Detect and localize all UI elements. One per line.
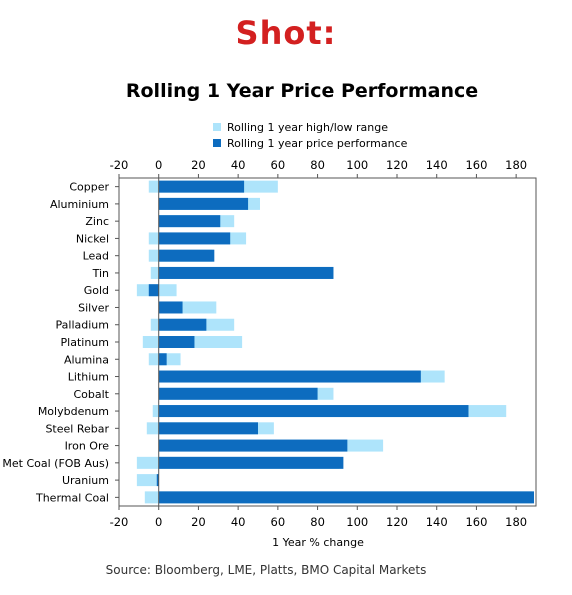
performance-bar-gold [148, 284, 159, 297]
category-label-cobalt: Cobalt [73, 388, 109, 401]
category-label-thermal-coal: Thermal Coal [35, 491, 109, 504]
category-label-aluminium: Aluminium [50, 198, 109, 211]
performance-bar-iron-ore [158, 439, 348, 452]
performance-bar-cobalt [158, 387, 318, 400]
category-label-palladium: Palladium [56, 319, 109, 332]
category-label-iron-ore: Iron Ore [65, 440, 110, 453]
performance-bar-thermal-coal [158, 491, 535, 504]
performance-bar-steel-rebar [158, 422, 258, 435]
legend-label-range: Rolling 1 year high/low range [227, 120, 388, 134]
performance-bar-molybdenum [158, 405, 469, 418]
category-label-tin: Tin [92, 267, 109, 280]
category-label-platinum: Platinum [61, 336, 109, 349]
performance-bar-palladium [158, 318, 207, 331]
x-tick-label-top-4: 60 [271, 158, 286, 172]
range-bar-uranium [136, 474, 157, 487]
performance-bar-alumina [158, 353, 167, 366]
category-label-gold: Gold [84, 284, 109, 297]
legend-swatch-range [213, 123, 221, 131]
x-tick-label-bottom-8: 140 [426, 515, 448, 529]
category-label-alumina: Alumina [64, 353, 109, 366]
category-label-zinc: Zinc [85, 215, 109, 228]
x-tick-label-bottom-2: 20 [191, 515, 206, 529]
x-tick-label-bottom-10: 180 [505, 515, 527, 529]
category-label-lead: Lead [83, 250, 109, 263]
performance-bar-met-coal-fob-aus [158, 456, 344, 469]
category-label-molybdenum: Molybdenum [38, 405, 109, 418]
performance-bar-zinc [158, 215, 221, 228]
legend: Rolling 1 year high/low range Rolling 1 … [213, 119, 407, 151]
x-tick-label-top-1: 0 [155, 158, 162, 172]
x-tick-label-bottom-7: 120 [386, 515, 408, 529]
x-tick-label-bottom-9: 160 [465, 515, 487, 529]
performance-bar-uranium [156, 474, 159, 487]
category-label-copper: Copper [69, 181, 109, 194]
legend-label-performance: Rolling 1 year price performance [227, 136, 408, 150]
performance-bar-copper [158, 180, 245, 193]
x-tick-label-top-0: -20 [110, 158, 129, 172]
x-tick-label-top-3: 40 [231, 158, 246, 172]
x-tick-label-top-7: 120 [386, 158, 408, 172]
performance-bar-platinum [158, 336, 195, 348]
category-label-lithium: Lithium [68, 371, 109, 384]
x-tick-label-top-6: 100 [346, 158, 368, 172]
category-label-uranium: Uranium [62, 474, 109, 487]
x-tick-label-bottom-5: 80 [310, 515, 325, 529]
x-tick-label-bottom-4: 60 [271, 515, 286, 529]
performance-bar-lithium [158, 370, 421, 383]
chart-title: Rolling 1 Year Price Performance [125, 80, 479, 102]
legend-item-performance: Rolling 1 year price performance [213, 135, 407, 151]
x-tick-label-bottom-3: 40 [231, 515, 246, 529]
x-tick-label-bottom-6: 100 [346, 515, 368, 529]
category-label-met-coal-fob-aus: Met Coal (FOB Aus) [2, 457, 109, 470]
performance-bar-lead [158, 249, 215, 262]
category-label-steel-rebar: Steel Rebar [45, 422, 109, 435]
category-label-nickel: Nickel [76, 232, 109, 245]
x-tick-label-bottom-1: 0 [155, 515, 162, 529]
legend-item-range: Rolling 1 year high/low range [213, 119, 407, 135]
x-tick-label-top-9: 160 [465, 158, 487, 172]
legend-swatch-performance [213, 139, 221, 147]
x-tick-label-bottom-0: -20 [110, 515, 129, 529]
performance-bar-aluminium [158, 197, 249, 210]
performance-bar-nickel [158, 232, 231, 245]
x-tick-label-top-5: 80 [310, 158, 325, 172]
x-axis-label: 1 Year % change [272, 536, 364, 549]
performance-bar-tin [158, 266, 334, 279]
x-tick-label-top-10: 180 [505, 158, 527, 172]
performance-bar-silver [158, 301, 183, 314]
source-note: Source: Bloomberg, LME, Platts, BMO Capi… [105, 563, 427, 577]
x-tick-label-top-8: 140 [426, 158, 448, 172]
shot-heading: Shot: [235, 14, 337, 52]
category-label-silver: Silver [78, 301, 109, 314]
x-tick-label-top-2: 20 [191, 158, 206, 172]
